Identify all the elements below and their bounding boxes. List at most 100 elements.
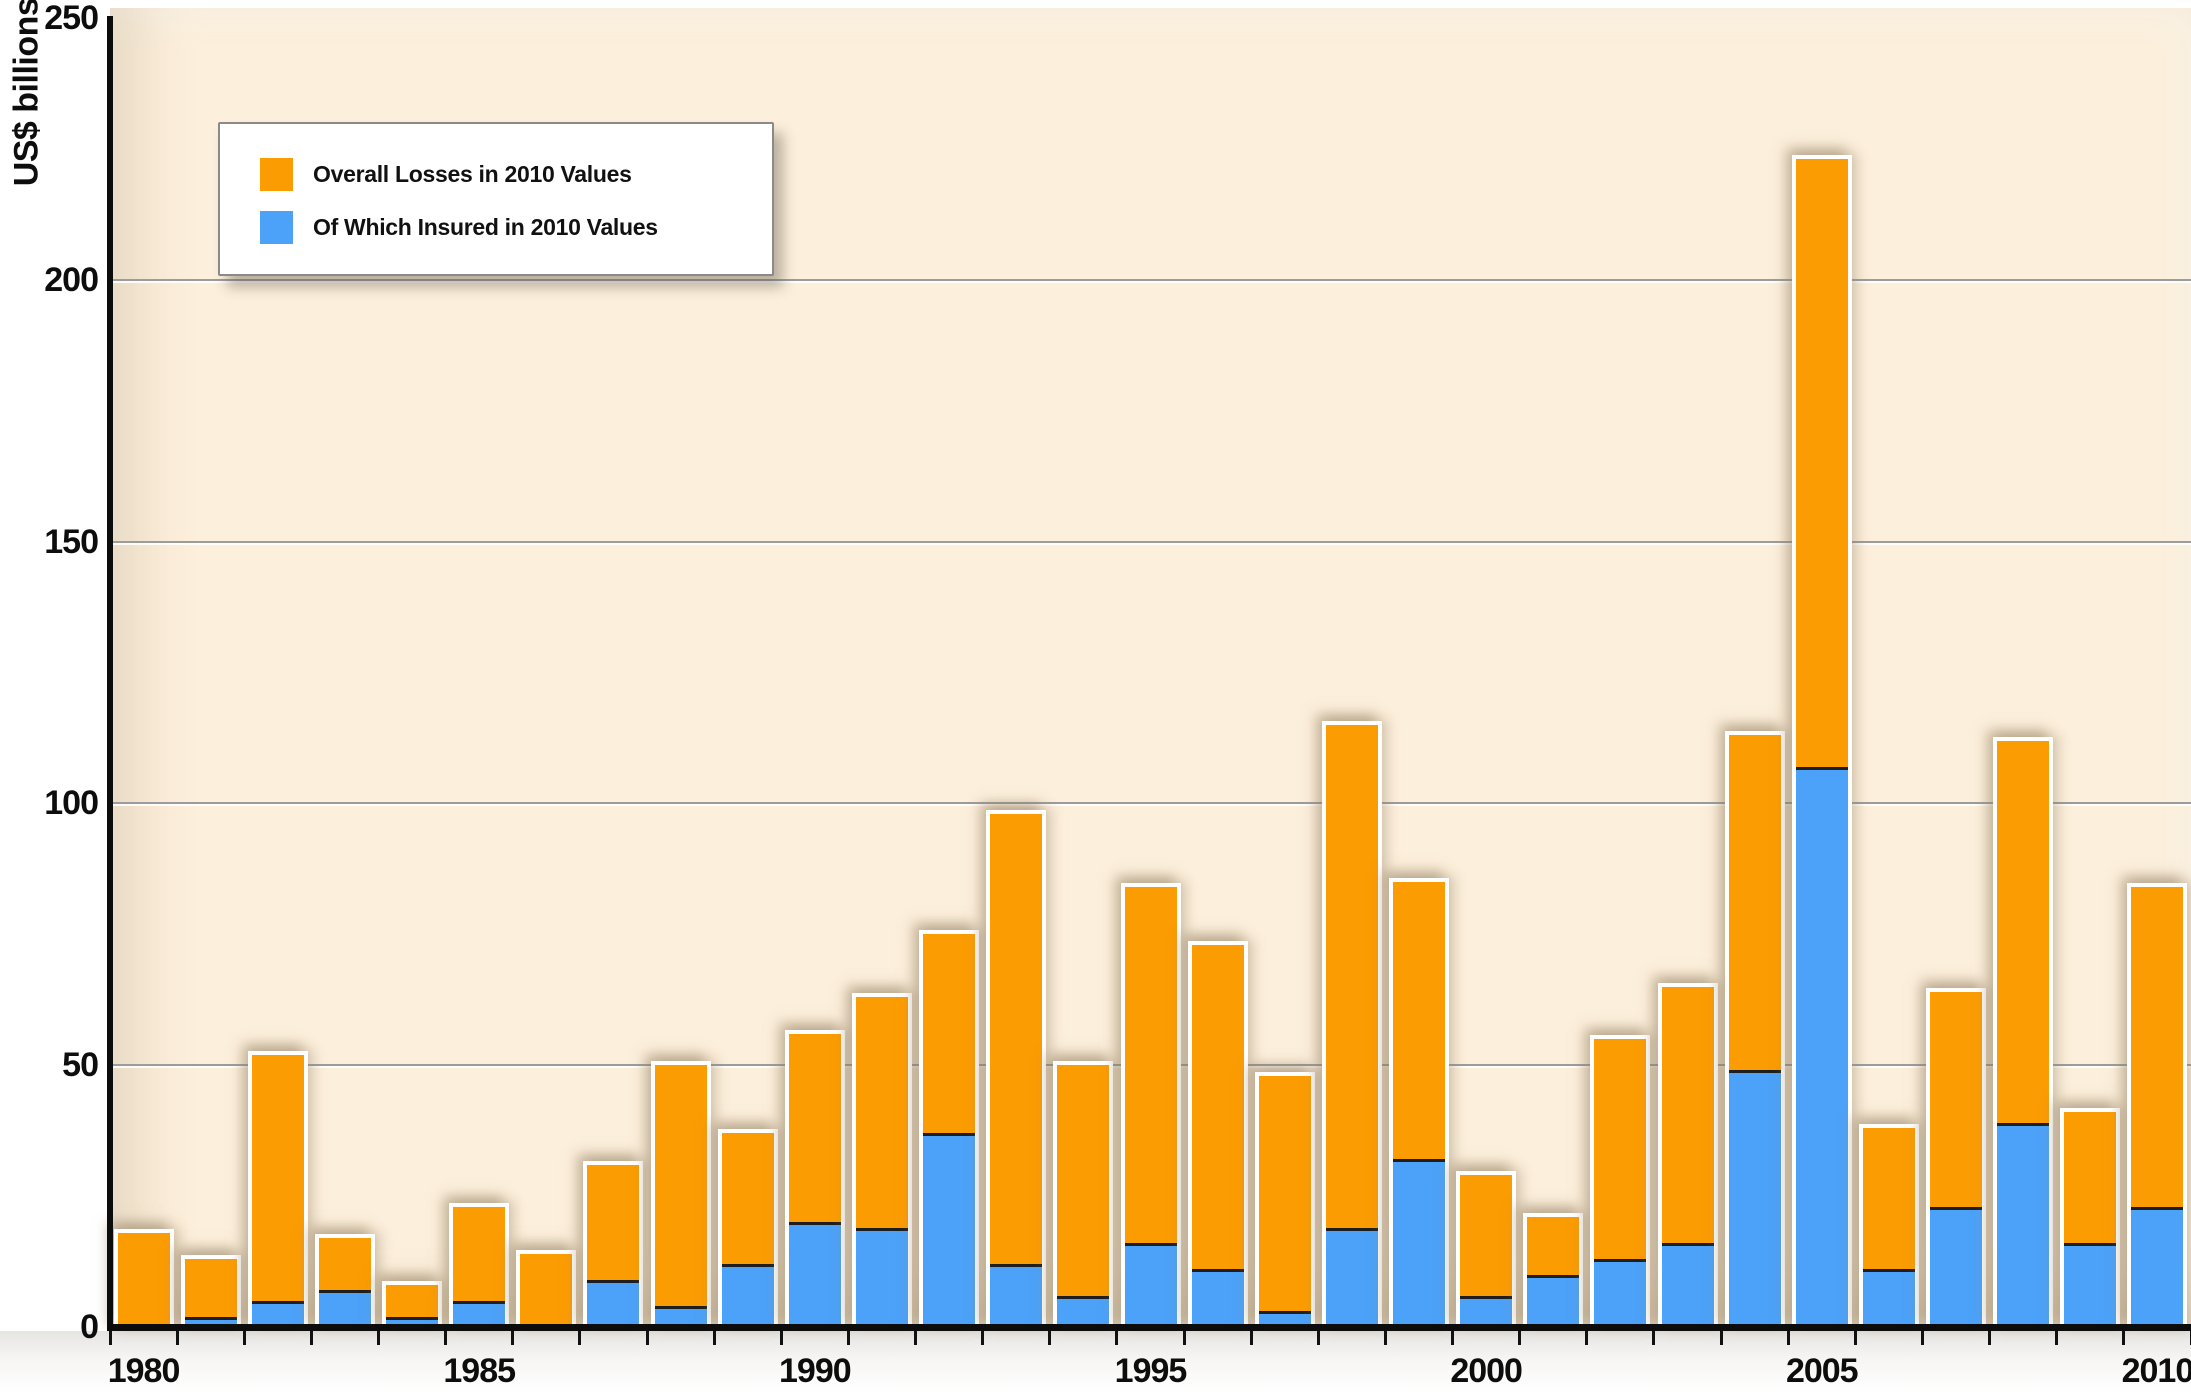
- bar-2005-insured: [1795, 767, 1848, 1327]
- x-axis-tick: [1451, 1331, 1455, 1345]
- bar-1995-insured: [1124, 1243, 1177, 1327]
- bar-2006: [1858, 1124, 1919, 1331]
- bar-2001: [1523, 1213, 1584, 1331]
- y-tick-label-200: 200: [44, 260, 99, 299]
- gridline-100: [110, 802, 2191, 805]
- insured-losses-swatch-icon: [260, 210, 293, 244]
- x-axis-tick: [1920, 1331, 1924, 1345]
- bar-2000: [1456, 1171, 1517, 1331]
- bar-2007: [1926, 988, 1987, 1331]
- x-axis-tick: [712, 1331, 716, 1345]
- bar-1989-insured: [721, 1264, 774, 1327]
- x-axis-tick: [1518, 1331, 1522, 1345]
- bar-1990-insured: [788, 1222, 841, 1327]
- bar-1991-insured: [855, 1228, 908, 1327]
- bar-1997-insured: [1258, 1311, 1311, 1327]
- x-axis-tick: [1853, 1331, 1857, 1345]
- x-tick-label-1985: 1985: [443, 1352, 516, 1390]
- bar-1992-insured: [923, 1133, 976, 1327]
- bar-2006-insured: [1862, 1269, 1915, 1327]
- x-axis-tick: [309, 1331, 313, 1345]
- bar-2005: [1791, 155, 1852, 1331]
- overall-losses-swatch-icon: [260, 157, 293, 191]
- x-axis-tick: [1048, 1331, 1052, 1345]
- x-axis-tick: [2122, 1331, 2126, 1345]
- y-tick-label-50: 50: [62, 1046, 99, 1085]
- bar-1999: [1389, 878, 1450, 1331]
- bar-1994-insured: [1057, 1296, 1110, 1327]
- bar-1996: [1187, 941, 1248, 1331]
- y-tick-label-100: 100: [44, 784, 99, 823]
- bar-1987: [583, 1161, 644, 1331]
- bar-1982: [247, 1051, 308, 1331]
- x-tick-label-2000: 2000: [1450, 1352, 1523, 1390]
- x-axis-tick: [1383, 1331, 1387, 1345]
- legend-row-overall: Overall Losses in 2010 Values: [260, 154, 772, 194]
- x-axis-tick: [2189, 1331, 2191, 1345]
- bar-1984-insured: [386, 1317, 439, 1327]
- x-axis-tick: [1115, 1331, 1119, 1345]
- bar-1984: [382, 1281, 443, 1331]
- bar-2008-insured: [1997, 1123, 2050, 1327]
- gridline-200: [110, 278, 2191, 281]
- bar-2009: [2060, 1108, 2121, 1331]
- x-axis-tick: [1786, 1331, 1790, 1345]
- bar-1993: [986, 810, 1047, 1331]
- legend-label-insured: Of Which Insured in 2010 Values: [313, 213, 658, 240]
- bar-2010: [2127, 883, 2188, 1331]
- x-tick-label-2010: 2010: [2121, 1352, 2191, 1390]
- x-tick-label-1990: 1990: [779, 1352, 852, 1390]
- bar-1998-insured: [1325, 1228, 1378, 1327]
- bar-1994: [1053, 1061, 1114, 1331]
- bar-2007-insured: [1930, 1207, 1983, 1327]
- x-axis-tick: [108, 1331, 112, 1345]
- y-tick-label-150: 150: [44, 522, 99, 561]
- x-axis-tick: [1316, 1331, 1320, 1345]
- legend: Overall Losses in 2010 Values Of Which I…: [218, 122, 774, 276]
- x-axis-tick: [914, 1331, 918, 1345]
- legend-row-insured: Of Which Insured in 2010 Values: [260, 207, 772, 247]
- x-axis-tick: [981, 1331, 985, 1345]
- bar-1987-insured: [587, 1280, 640, 1327]
- bar-1985-insured: [453, 1301, 506, 1327]
- bar-1995: [1120, 883, 1181, 1331]
- bar-1988: [650, 1061, 711, 1331]
- bar-1985: [449, 1203, 510, 1331]
- x-axis-tick: [578, 1331, 582, 1345]
- x-axis-tick: [846, 1331, 850, 1345]
- bar-1997: [1254, 1072, 1315, 1331]
- bar-2008: [1993, 737, 2054, 1331]
- y-tick-label-0: 0: [80, 1308, 99, 1346]
- x-axis-tick: [645, 1331, 649, 1345]
- bar-1999-insured: [1393, 1159, 1446, 1327]
- x-axis-tick: [779, 1331, 783, 1345]
- bar-1981: [180, 1255, 241, 1331]
- x-tick-label-2005: 2005: [1785, 1352, 1859, 1390]
- x-axis-tick: [2055, 1331, 2059, 1345]
- x-axis-line: [107, 1324, 2191, 1331]
- bar-2004-insured: [1728, 1070, 1781, 1327]
- bar-1986: [516, 1250, 577, 1331]
- legend-label-overall: Overall Losses in 2010 Values: [313, 160, 632, 187]
- x-axis-tick: [1182, 1331, 1186, 1345]
- bar-1989: [717, 1129, 778, 1331]
- bar-1983: [314, 1234, 375, 1331]
- x-tick-label-1995: 1995: [1114, 1352, 1188, 1390]
- x-axis-tick: [511, 1331, 515, 1345]
- bar-2004: [1724, 731, 1785, 1331]
- plot-area: [110, 8, 2191, 1331]
- bar-1998: [1321, 721, 1382, 1331]
- x-axis-tick: [242, 1331, 246, 1345]
- x-axis-tick: [1249, 1331, 1253, 1345]
- bar-1993-insured: [990, 1264, 1043, 1327]
- y-axis-line: [107, 16, 113, 1331]
- bar-1981-insured: [184, 1317, 237, 1327]
- bar-2002: [1590, 1035, 1651, 1331]
- bar-2003: [1657, 983, 1718, 1331]
- bar-2010-insured: [2131, 1207, 2184, 1327]
- bar-1983-insured: [318, 1290, 371, 1327]
- bar-2001-insured: [1527, 1275, 1580, 1327]
- bar-1980: [113, 1229, 174, 1331]
- x-axis-tick: [1719, 1331, 1723, 1345]
